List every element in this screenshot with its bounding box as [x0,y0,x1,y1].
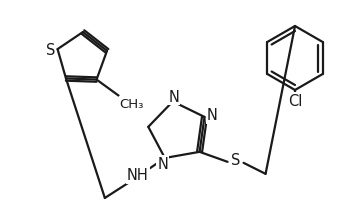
Text: S: S [46,42,55,57]
Text: Cl: Cl [288,94,302,109]
Text: NH: NH [127,168,149,183]
Text: CH₃: CH₃ [120,97,144,110]
Text: N: N [157,157,168,172]
Text: N: N [207,108,218,123]
Text: S: S [231,153,240,167]
Text: N: N [168,90,179,104]
